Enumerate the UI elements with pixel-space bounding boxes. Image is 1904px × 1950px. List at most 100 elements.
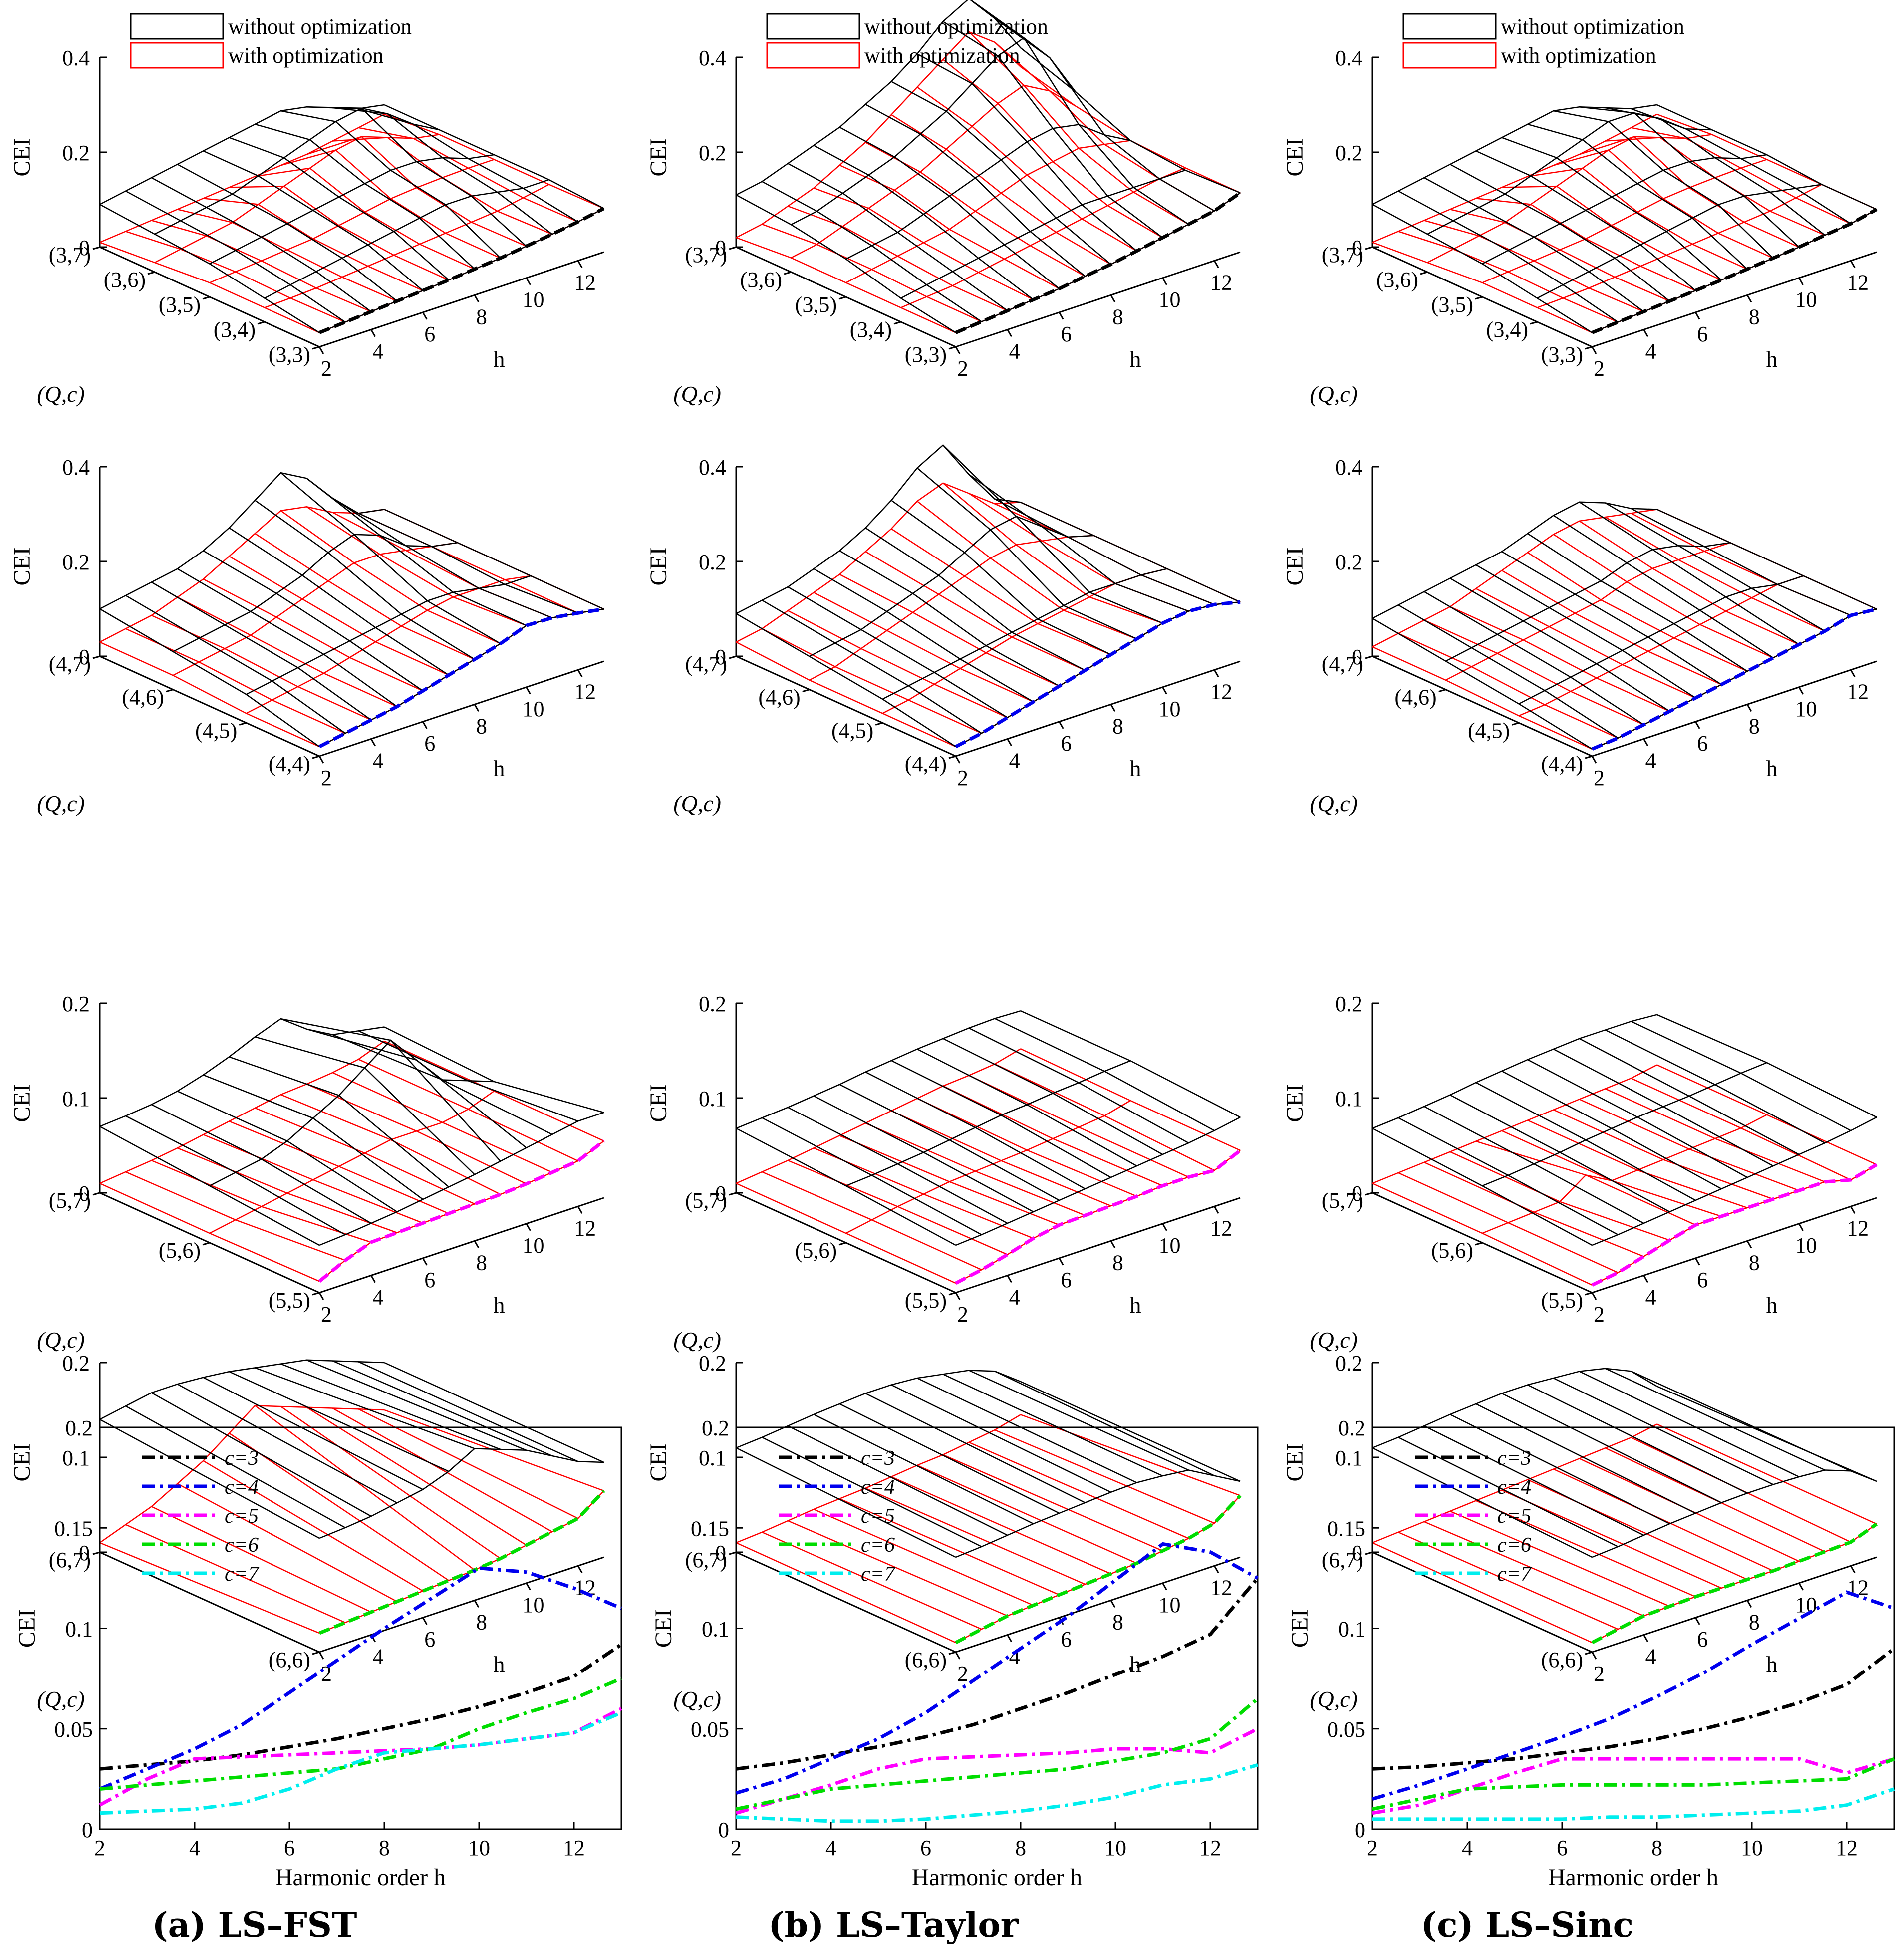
z-axis-label: CEI bbox=[645, 1443, 672, 1481]
with-optimization-mesh-q-line bbox=[813, 1508, 1034, 1606]
y-tick-label: 0.15 bbox=[54, 1516, 93, 1541]
z-axis-label: CEI bbox=[1282, 547, 1308, 585]
without-optimization-mesh-q-line bbox=[306, 478, 527, 626]
q-tick bbox=[838, 296, 846, 300]
h-tick-label: 12 bbox=[1847, 1216, 1869, 1240]
without-optimization-mesh-q-line bbox=[1553, 1377, 1774, 1485]
y-tick-label: 0.05 bbox=[1327, 1717, 1365, 1742]
q-tick-label: (4,6) bbox=[122, 685, 164, 710]
with-optimization-mesh-q-line bbox=[203, 198, 423, 291]
z-tick-label: 0 bbox=[79, 236, 90, 260]
h-axis-label: h bbox=[494, 1652, 505, 1677]
h-tick-label: 10 bbox=[1159, 697, 1181, 721]
with-optimization-mesh-q-line bbox=[1656, 1423, 1877, 1525]
without-optimization-mesh-q-line bbox=[1398, 190, 1619, 323]
h-tick-label: 8 bbox=[1749, 304, 1760, 329]
h-tick-label: 4 bbox=[1645, 1644, 1656, 1669]
q-tick-label: (5,7) bbox=[49, 1188, 91, 1213]
h-tick bbox=[1746, 294, 1752, 303]
h-tick bbox=[474, 294, 480, 303]
h-tick-label: 2 bbox=[1594, 766, 1605, 790]
q-tick-label: (3,3) bbox=[269, 342, 310, 367]
h-tick bbox=[1110, 1240, 1116, 1249]
z-axis-label: CEI bbox=[1282, 138, 1308, 176]
without-optimization-mesh-h-line bbox=[154, 107, 440, 235]
z-tick-label: 0.1 bbox=[1335, 1087, 1362, 1111]
edge-series-line bbox=[1591, 607, 1877, 751]
z-tick-label: 0.4 bbox=[1335, 46, 1362, 70]
h-tick bbox=[1213, 669, 1219, 678]
series-line-c7 bbox=[736, 1763, 1258, 1823]
h-tick bbox=[526, 687, 531, 695]
series-line-c7 bbox=[99, 1711, 622, 1815]
captions-layer: (a) LS–FST (b) LS–Taylor (c) LS–Sinc bbox=[152, 1905, 1634, 1945]
z-tick-label: 0.2 bbox=[1335, 550, 1362, 574]
q-tick bbox=[1475, 296, 1483, 300]
h-tick bbox=[318, 756, 324, 764]
q-tick-label: (3,4) bbox=[1486, 317, 1528, 342]
h-tick-label: 2 bbox=[321, 766, 332, 790]
h-tick-label: 6 bbox=[1697, 731, 1708, 756]
without-optimization-mesh-q-line bbox=[994, 1371, 1215, 1476]
with-optimization-mesh-q-line bbox=[968, 1075, 1189, 1178]
with-optimization-mesh-q-line bbox=[865, 1487, 1086, 1585]
h-tick bbox=[422, 1617, 428, 1625]
q-tick-label: (3,5) bbox=[1431, 292, 1473, 317]
without-optimization-mesh-h-line bbox=[1372, 1014, 1657, 1129]
z-tick-label: 0.2 bbox=[699, 992, 726, 1016]
q-axis-line bbox=[99, 655, 320, 757]
with-optimization-mesh-q-line bbox=[865, 551, 1086, 671]
h-axis-line bbox=[1592, 251, 1877, 348]
with-optimization-mesh-q-line bbox=[203, 578, 423, 692]
h-tick bbox=[1591, 1652, 1597, 1660]
q-tick-label: (5,6) bbox=[159, 1238, 201, 1263]
panels-layer: 0 0.2 0.4 CEI (3,7) (3,6) (3,5) (3,4) (3,3) (Q,c)… bbox=[9, 0, 1896, 1891]
h-axis-label: h bbox=[1766, 346, 1778, 372]
z-tick-label: 0 bbox=[1352, 645, 1362, 669]
without-optimization-mesh-q-line bbox=[1605, 1368, 1825, 1471]
without-optimization-mesh-q-line bbox=[1501, 1393, 1722, 1503]
without-optimization-mesh-q-line bbox=[968, 1027, 1189, 1144]
z-tick-label: 0 bbox=[715, 1541, 726, 1565]
with-optimization-mesh-q-line bbox=[99, 641, 320, 748]
h-tick-label: 10 bbox=[523, 287, 544, 312]
h-tick bbox=[1746, 704, 1752, 712]
h-tick bbox=[1007, 1634, 1012, 1643]
without-optimization-mesh-q-line bbox=[384, 509, 604, 610]
x-tick-label: 8 bbox=[1651, 1836, 1662, 1860]
h-axis-label: h bbox=[1130, 1292, 1141, 1318]
with-optimization-mesh-h-line bbox=[1372, 509, 1657, 648]
z-tick-label: 0.4 bbox=[699, 455, 726, 480]
h-tick-label: 12 bbox=[574, 270, 596, 294]
without-optimization-mesh-q-line bbox=[891, 1060, 1111, 1178]
q-tick-label: (5,7) bbox=[685, 1188, 727, 1213]
with-optimization-mesh-q-line bbox=[762, 628, 982, 734]
h-tick-label: 8 bbox=[1112, 714, 1123, 738]
without-optimization-mesh-h-line bbox=[264, 179, 549, 299]
q-tick bbox=[1365, 1192, 1373, 1196]
h-axis-line bbox=[319, 660, 604, 757]
without-optimization-mesh-q-line bbox=[1605, 107, 1826, 236]
h-axis-label: h bbox=[1766, 1652, 1778, 1677]
x-tick-label: 10 bbox=[468, 1836, 490, 1860]
y-tick-label: 0.05 bbox=[691, 1717, 729, 1742]
q-tick bbox=[1365, 246, 1373, 250]
with-optimization-mesh-q-line bbox=[839, 1498, 1060, 1596]
without-optimization-mesh-q-line bbox=[787, 586, 1008, 718]
line-chart-ls-sinc: 2 4 6 8 10 12 0 0.05 0.1 0.15 0.2 Harmonic order h C… bbox=[1287, 1416, 1896, 1891]
without-optimization-mesh-q-line bbox=[1372, 1447, 1593, 1558]
without-optimization-mesh-h-line bbox=[1445, 542, 1730, 662]
h-tick bbox=[1007, 738, 1012, 747]
with-optimization-mesh-q-line bbox=[736, 641, 956, 748]
q-tick-label: (6,6) bbox=[1541, 1648, 1583, 1672]
with-optimization-mesh-q-line bbox=[99, 1182, 320, 1282]
h-tick-label: 4 bbox=[1645, 339, 1656, 363]
without-optimization-mesh-q-line bbox=[1424, 177, 1644, 312]
without-optimization-mesh-q-line bbox=[762, 1436, 982, 1548]
h-tick-label: 2 bbox=[957, 356, 968, 381]
h-tick-label: 8 bbox=[476, 714, 487, 738]
h-tick bbox=[955, 1652, 961, 1660]
q-tick-label: (4,7) bbox=[49, 652, 91, 676]
h-tick bbox=[1694, 1617, 1700, 1625]
without-optimization-mesh-h-line bbox=[845, 1060, 1131, 1187]
